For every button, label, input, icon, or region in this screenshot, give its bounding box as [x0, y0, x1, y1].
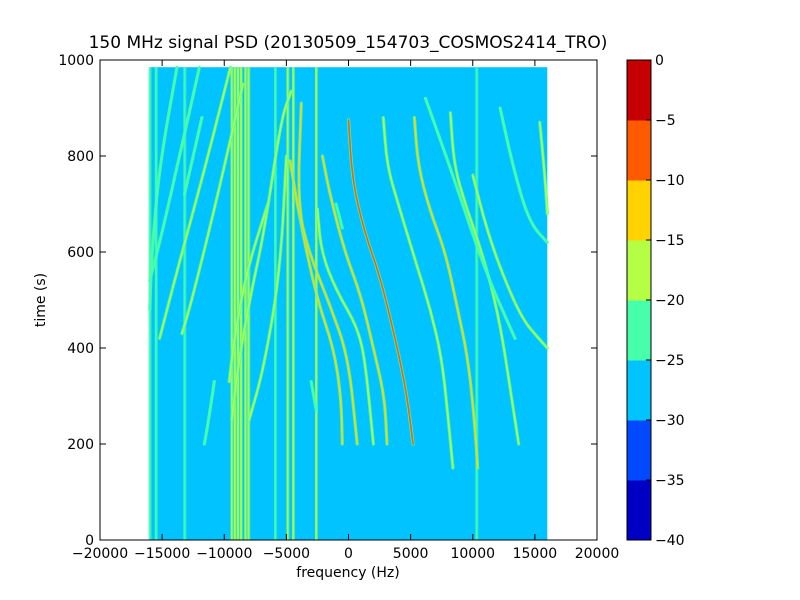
- colorbar-tick-label: −30: [655, 413, 685, 429]
- colorbar-tick-label: −25: [655, 353, 685, 369]
- colorbar-tick-label: −15: [655, 233, 685, 249]
- colorbar-tick-label: −40: [655, 533, 685, 549]
- colorbar-segment: [627, 60, 651, 121]
- y-tick-label: 800: [67, 149, 94, 165]
- doppler-trace: [228, 203, 269, 383]
- colorbar-segment: [627, 300, 651, 361]
- colorbar-tick-label: −10: [655, 173, 685, 189]
- doppler-trace: [310, 380, 317, 412]
- doppler-trace: [183, 116, 203, 196]
- doppler-trace: [248, 155, 288, 421]
- y-tick-label: 600: [67, 245, 94, 261]
- plot-area: [99, 59, 598, 541]
- y-tick-label: 0: [85, 533, 94, 549]
- doppler-trace: [316, 208, 375, 445]
- colorbar-segment: [627, 420, 651, 481]
- chart-title: 150 MHz signal PSD (20130509_154703_COSM…: [89, 33, 608, 53]
- y-axis: 0 200 400 600 800 1000: [58, 53, 597, 549]
- doppler-trace: [499, 107, 549, 244]
- x-tick-label: 5000: [393, 546, 429, 562]
- x-tick-label: −10000: [196, 546, 252, 562]
- doppler-trace: [148, 66, 201, 282]
- doppler-trace: [148, 66, 178, 311]
- psd-background: [149, 67, 548, 540]
- x-tick-label: −15000: [134, 546, 190, 562]
- x-axis: −20000 −15000 −10000 −5000 0 5000 10000 15000 20…: [72, 60, 619, 562]
- colorbar: −40 −35 −30 −25 −20 −15 −10 −5 0: [626, 53, 685, 549]
- x-tick-label: 15000: [513, 546, 558, 562]
- doppler-trace: [539, 121, 549, 215]
- colorbar-segment: [627, 180, 651, 241]
- doppler-trace: [158, 66, 232, 340]
- colorbar-segment: [627, 360, 651, 421]
- x-tick-label: −20000: [72, 546, 128, 562]
- y-tick-label: 200: [67, 437, 94, 453]
- doppler-trace: [298, 102, 358, 445]
- y-tick-label: 1000: [58, 53, 94, 69]
- doppler-trace: [472, 174, 549, 349]
- x-axis-label: frequency (Hz): [296, 565, 399, 581]
- doppler-trace: [181, 83, 244, 335]
- colorbar-segment: [627, 240, 651, 301]
- x-tick-label: 0: [344, 546, 353, 562]
- x-tick-label: −5000: [263, 546, 310, 562]
- doppler-trace: [424, 97, 516, 340]
- doppler-trace: [230, 90, 293, 421]
- x-tick-label: 10000: [450, 546, 495, 562]
- colorbar-tick-label: −35: [655, 473, 685, 489]
- x-tick-label: 20000: [575, 546, 620, 562]
- doppler-trace: [289, 160, 344, 445]
- colorbar-tick-label: −20: [655, 293, 685, 309]
- colorbar-segment: [627, 120, 651, 181]
- doppler-trace: [321, 155, 388, 445]
- doppler-trace: [203, 380, 216, 445]
- doppler-trace: [382, 116, 454, 469]
- colorbar-tick-label: −5: [655, 113, 676, 129]
- y-axis-label: time (s): [33, 273, 49, 327]
- colorbar-segment: [627, 480, 651, 541]
- doppler-trace: [335, 203, 344, 229]
- colorbar-tick-label: 0: [655, 53, 664, 69]
- y-tick-label: 400: [67, 341, 94, 357]
- doppler-trace: [413, 116, 479, 469]
- doppler-trace: [449, 112, 520, 445]
- doppler-trace: [347, 119, 414, 445]
